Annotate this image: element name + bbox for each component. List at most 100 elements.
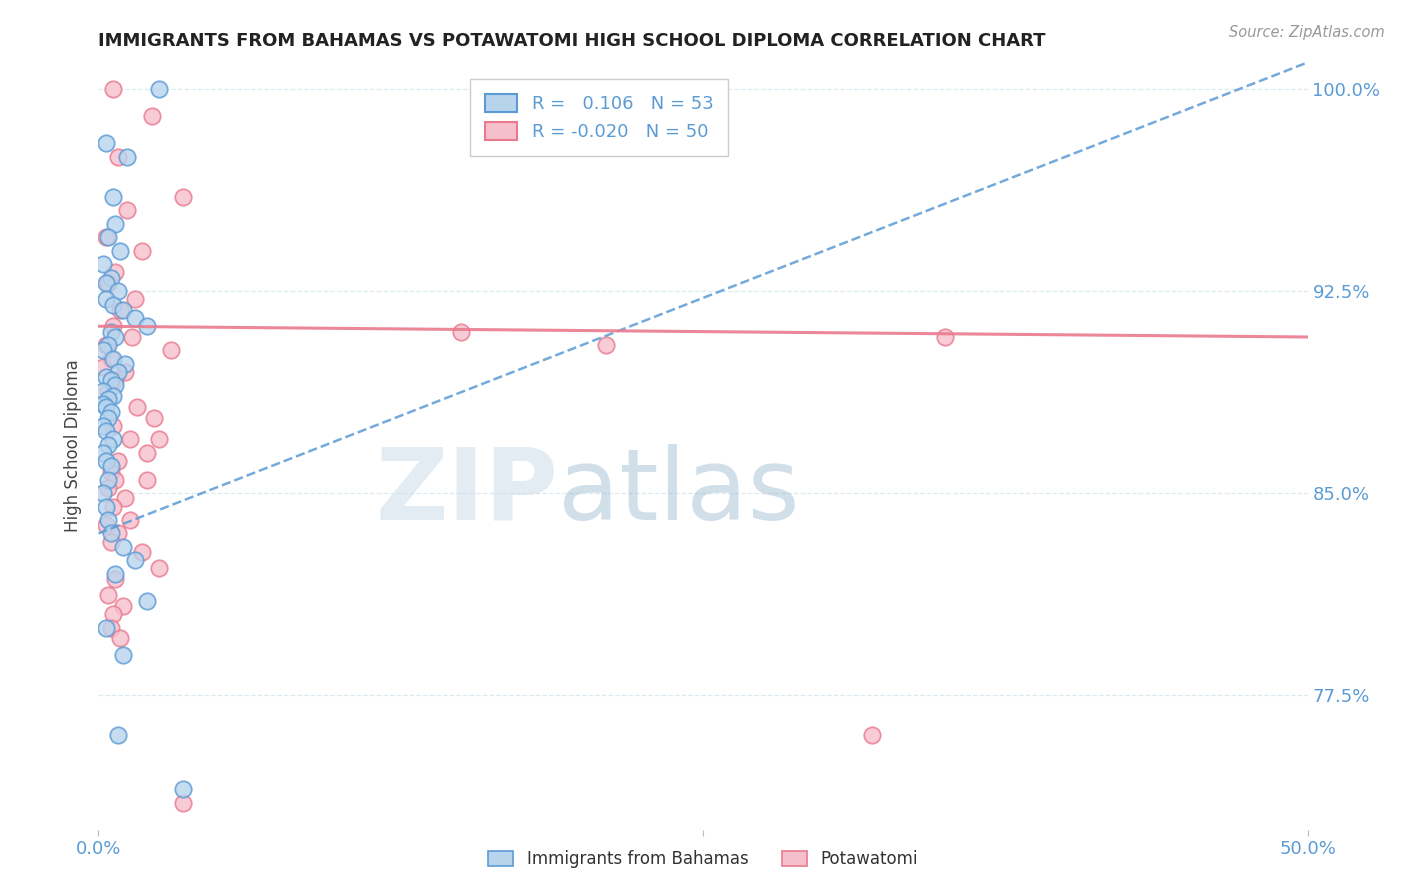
Point: [100, 534, 122, 549]
Point: [124, 293, 146, 307]
Point: [97, 481, 120, 495]
Y-axis label: High School Diploma: High School Diploma: [65, 359, 83, 533]
Point: [101, 82, 124, 96]
Point: [111, 540, 134, 554]
Point: [111, 303, 134, 318]
Point: [104, 473, 127, 487]
Point: [111, 599, 134, 614]
Point: [100, 526, 122, 541]
Point: [97, 513, 120, 527]
Point: [111, 648, 134, 662]
Point: [104, 378, 127, 392]
Point: [148, 82, 170, 96]
Point: [94, 230, 117, 244]
Point: [131, 244, 153, 258]
Text: Source: ZipAtlas.com: Source: ZipAtlas.com: [1229, 25, 1385, 40]
Point: [108, 244, 131, 258]
Point: [97, 410, 120, 425]
Point: [100, 373, 122, 387]
Point: [94, 454, 117, 468]
Point: [148, 432, 170, 446]
Point: [118, 432, 141, 446]
Point: [131, 545, 153, 559]
Point: [101, 351, 124, 366]
Point: [107, 365, 129, 379]
Point: [117, 203, 139, 218]
Point: [100, 270, 122, 285]
Point: [97, 437, 120, 451]
Point: [127, 400, 149, 414]
Point: [94, 276, 117, 290]
Point: [100, 621, 122, 635]
Point: [104, 217, 127, 231]
Point: [91, 343, 114, 358]
Point: [135, 594, 157, 608]
Point: [101, 190, 124, 204]
Legend: Immigrants from Bahamas, Potawatomi: Immigrants from Bahamas, Potawatomi: [482, 844, 924, 875]
Point: [94, 293, 117, 307]
Point: [148, 561, 170, 575]
Text: IMMIGRANTS FROM BAHAMAS VS POTAWATOMI HIGH SCHOOL DIPLOMA CORRELATION CHART: IMMIGRANTS FROM BAHAMAS VS POTAWATOMI HI…: [98, 32, 1046, 50]
Point: [104, 572, 127, 586]
Point: [97, 276, 120, 290]
Point: [94, 338, 117, 352]
Point: [172, 782, 194, 797]
Point: [143, 410, 166, 425]
Point: [104, 265, 127, 279]
Point: [118, 513, 141, 527]
Point: [101, 418, 124, 433]
Point: [101, 319, 124, 334]
Point: [97, 473, 120, 487]
Point: [91, 446, 114, 460]
Point: [135, 473, 157, 487]
Point: [934, 330, 956, 344]
Point: [91, 359, 114, 374]
Point: [101, 389, 124, 403]
Point: [172, 190, 194, 204]
Point: [91, 418, 114, 433]
Point: [104, 373, 127, 387]
Point: [91, 384, 114, 398]
Point: [100, 405, 122, 419]
Point: [97, 230, 120, 244]
Point: [91, 257, 114, 271]
Point: [121, 330, 143, 344]
Point: [114, 357, 136, 371]
Point: [97, 338, 120, 352]
Point: [91, 397, 114, 411]
Point: [450, 325, 472, 339]
Point: [107, 284, 129, 298]
Point: [100, 465, 122, 479]
Point: [104, 330, 127, 344]
Point: [124, 553, 146, 567]
Point: [114, 491, 136, 506]
Point: [107, 150, 129, 164]
Point: [108, 632, 131, 646]
Point: [107, 728, 129, 742]
Point: [94, 370, 117, 384]
Point: [94, 518, 117, 533]
Point: [94, 621, 117, 635]
Text: atlas: atlas: [558, 443, 800, 541]
Legend: R =   0.106   N = 53, R = -0.020   N = 50: R = 0.106 N = 53, R = -0.020 N = 50: [470, 79, 728, 156]
Point: [172, 796, 194, 810]
Point: [100, 351, 122, 366]
Point: [117, 150, 139, 164]
Point: [160, 343, 183, 358]
Point: [100, 325, 122, 339]
Point: [101, 432, 124, 446]
Point: [107, 526, 129, 541]
Point: [97, 392, 120, 406]
Point: [101, 500, 124, 514]
Point: [91, 486, 114, 500]
Point: [101, 607, 124, 622]
Point: [97, 384, 120, 398]
Point: [860, 728, 883, 742]
Point: [135, 446, 157, 460]
Point: [94, 424, 117, 438]
Point: [94, 500, 117, 514]
Point: [104, 566, 127, 581]
Point: [94, 136, 117, 151]
Point: [101, 298, 124, 312]
Point: [141, 109, 163, 123]
